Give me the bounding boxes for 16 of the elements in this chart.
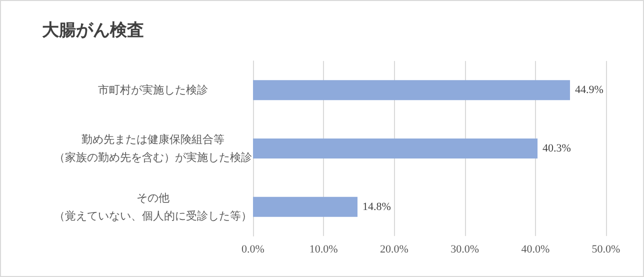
x-tick-label: 30.0% [450, 244, 480, 256]
x-tick-label: 10.0% [309, 244, 338, 256]
data-label: 14.8% [362, 200, 391, 213]
bar [253, 80, 570, 100]
data-label: 44.9% [574, 84, 604, 96]
y-tick-label: 市町村が実施した検診 [98, 84, 208, 97]
y-tick-label: 勤め先または健康保険組合等（家族の勤め先を含む）が実施した検診 [54, 133, 252, 164]
x-tick-label: 40.0% [521, 244, 550, 256]
bar [253, 138, 538, 158]
x-tick-label: 0.0% [242, 244, 264, 256]
y-tick-label: その他（覚えていない、個人的に受診した等） [54, 191, 252, 222]
bar [253, 196, 358, 217]
x-tick-label: 20.0% [380, 244, 408, 256]
x-tick-label: 50.0% [592, 244, 620, 256]
data-label: 40.3% [542, 142, 571, 154]
text: 大腸がん検査 [42, 20, 144, 40]
